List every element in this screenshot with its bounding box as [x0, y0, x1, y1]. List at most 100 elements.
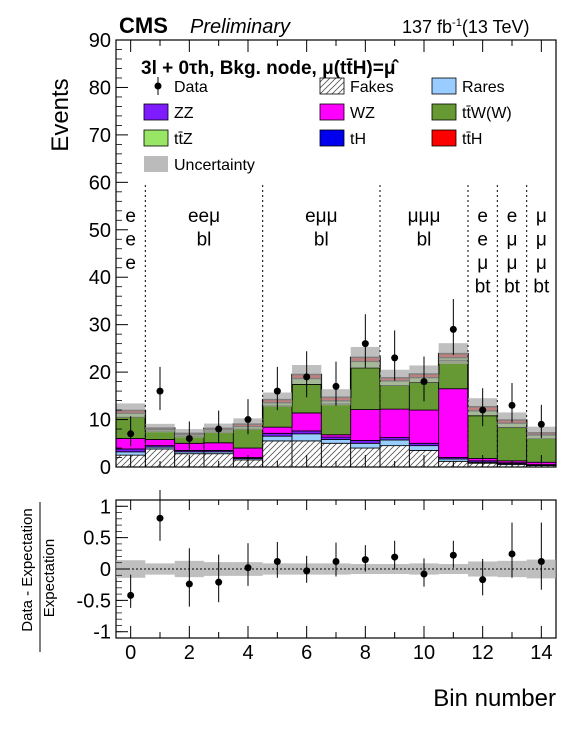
region-label-6-1: μ — [536, 230, 547, 251]
legend-label-wz: WZ — [350, 105, 375, 122]
ratio-y-tick-label--1: -1 — [93, 622, 111, 644]
region-label-2-1: bl — [314, 230, 329, 251]
legend-label-th: tH — [350, 131, 366, 148]
cms-label: CMS — [119, 13, 168, 38]
region-label-5-2: μ — [507, 253, 518, 274]
legend-label-zz: ZZ — [174, 105, 194, 122]
ratio-point-8 — [361, 556, 369, 564]
ratio-band-0 — [116, 560, 146, 578]
region-label-5-1: μ — [507, 230, 518, 251]
ratio-point-14 — [537, 557, 545, 565]
ratio-y-tick-label-0.5: 0.5 — [83, 528, 111, 550]
legend-label-tth: tt̄H — [462, 131, 482, 148]
data-point-3 — [215, 425, 223, 433]
region-label-1-0: eeμ — [188, 206, 220, 227]
ratio-y-title-top: Data - Expectation — [19, 508, 36, 631]
x-tick-label-10: 10 — [413, 642, 435, 664]
legend-swatch-wz — [319, 103, 345, 121]
bar-wz-3 — [203, 442, 234, 451]
chart-title: 3l + 0τh, Bkg. node, μ(tt̄H)=μ̂ — [141, 58, 399, 79]
x-tick-label-8: 8 — [360, 642, 371, 664]
ratio-point-3 — [215, 578, 223, 586]
y-tick-label-90: 90 — [89, 30, 111, 52]
region-label-4-0: e — [477, 206, 488, 227]
data-point-0 — [127, 430, 135, 438]
y-tick-label-10: 10 — [89, 410, 111, 432]
data-point-13 — [508, 401, 516, 409]
bar-rares-5 — [262, 435, 293, 442]
legend-label-fakes: Fakes — [350, 79, 394, 96]
bar-rares-10 — [408, 445, 440, 451]
x-tick-label-2: 2 — [184, 642, 195, 664]
bar-wz-9 — [379, 408, 410, 438]
ratio-point-1 — [156, 514, 164, 522]
ratio-y-title-bottom: Expectation — [41, 539, 58, 617]
region-label-5-0: e — [507, 206, 518, 227]
y-tick-label-60: 60 — [89, 172, 111, 194]
region-label-0-0: e — [125, 206, 136, 227]
x-axis-title: Bin number — [433, 685, 556, 712]
y-tick-label-70: 70 — [89, 125, 111, 147]
legend-label-rares: Rares — [462, 79, 505, 96]
bar-wz-8 — [350, 409, 381, 441]
bar-wz-6 — [291, 412, 322, 432]
main-y-axis: 0 10 20 30 40 50 60 70 80 90 — [89, 30, 542, 479]
y-tick-label-80: 80 — [89, 77, 111, 99]
bar-rares-7 — [320, 439, 352, 444]
bar-zz-8 — [350, 440, 381, 444]
region-label-0-2: e — [125, 253, 136, 274]
data-point-8 — [361, 340, 369, 348]
ratio-point-2 — [185, 580, 193, 588]
legend-swatch-th — [319, 129, 345, 147]
legend-swatch-zz — [143, 103, 169, 121]
ratio-point-10 — [420, 570, 428, 578]
x-tick-label-4: 4 — [242, 642, 253, 664]
legend: Data Fakes Rares ZZ WZ tt̄W(W) tt̄Z tH tt̄H Uncer… — [143, 77, 512, 174]
x-tick-label-14: 14 — [530, 642, 552, 664]
region-label-4-1: e — [477, 230, 488, 251]
bar-wz-11 — [438, 388, 469, 458]
y-tick-label-40: 40 — [89, 267, 111, 289]
data-point-6 — [303, 373, 311, 381]
legend-label-ttz: tt̄Z — [174, 131, 193, 148]
uncertainty-band-0 — [116, 403, 146, 418]
data-point-7 — [332, 382, 340, 390]
bar-rares-6 — [291, 433, 322, 442]
data-point-14 — [537, 420, 545, 428]
ratio-y-tick-label-1: 1 — [100, 496, 111, 518]
y-tick-label-0: 0 — [100, 457, 111, 479]
ratio-point-0 — [127, 591, 135, 599]
ratio-point-9 — [391, 553, 399, 561]
region-label-2-0: eμμ — [305, 206, 337, 227]
legend-swatch-ttz — [143, 129, 169, 147]
bar-ttww-13 — [496, 427, 528, 462]
y-tick-label-30: 30 — [89, 315, 111, 337]
bar-ttww-7 — [320, 403, 352, 436]
legend-swatch-uncertainty — [144, 156, 168, 172]
region-label-5-3: bt — [504, 277, 521, 298]
legend-label-ttww: tt̄W(W) — [462, 105, 512, 122]
legend-swatch-fakes — [319, 77, 345, 95]
region-label-4-3: bt — [475, 277, 492, 298]
data-point-12 — [479, 406, 487, 414]
region-label-6-2: μ — [536, 253, 547, 274]
legend-label-uncertainty: Uncertainty — [174, 157, 255, 174]
y-tick-label-20: 20 — [89, 362, 111, 384]
legend-data-marker — [154, 82, 162, 90]
data-point-4 — [244, 416, 252, 424]
bar-wz-1 — [144, 439, 176, 447]
x-tick-label-0: 0 — [125, 642, 136, 664]
ratio-point-5 — [273, 557, 281, 565]
ratio-point-12 — [479, 576, 487, 584]
ratio-y-tick-label-0: 0 — [100, 559, 111, 581]
uncertainty-band-1 — [145, 423, 175, 433]
x-axis: 0 2 4 6 8 10 12 14 — [125, 500, 552, 664]
ratio-panel: -1 -0.5 0 0.5 1 0 2 4 6 8 10 12 14 Data - Expectati… — [19, 489, 557, 712]
region-label-3-1: bl — [417, 230, 432, 251]
x-tick-label-12: 12 — [472, 642, 494, 664]
data-point-11 — [449, 325, 457, 333]
data-point-2 — [185, 435, 193, 443]
